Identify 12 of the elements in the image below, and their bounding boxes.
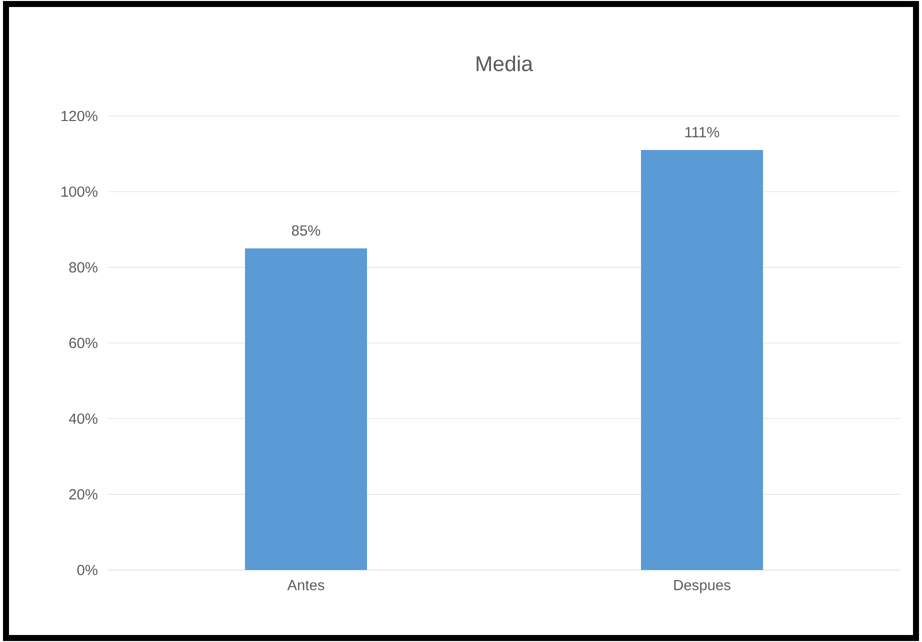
y-tick-label: 40% (68, 413, 98, 424)
y-tick-label: 60% (69, 338, 98, 348)
data-label: 111% (685, 127, 720, 138)
y-tick-label: 0% (77, 564, 98, 576)
y-tick-label: 80% (69, 262, 98, 273)
y-tick-label: 120% (62, 110, 98, 122)
chart-title: Media (476, 56, 534, 72)
x-tick-label: Antes (287, 580, 324, 590)
data-label: 85% (292, 225, 320, 236)
y-tick-label: 20% (69, 489, 98, 500)
y-tick-label: 100% (62, 186, 98, 197)
x-tick-label: Despues (674, 580, 730, 594)
